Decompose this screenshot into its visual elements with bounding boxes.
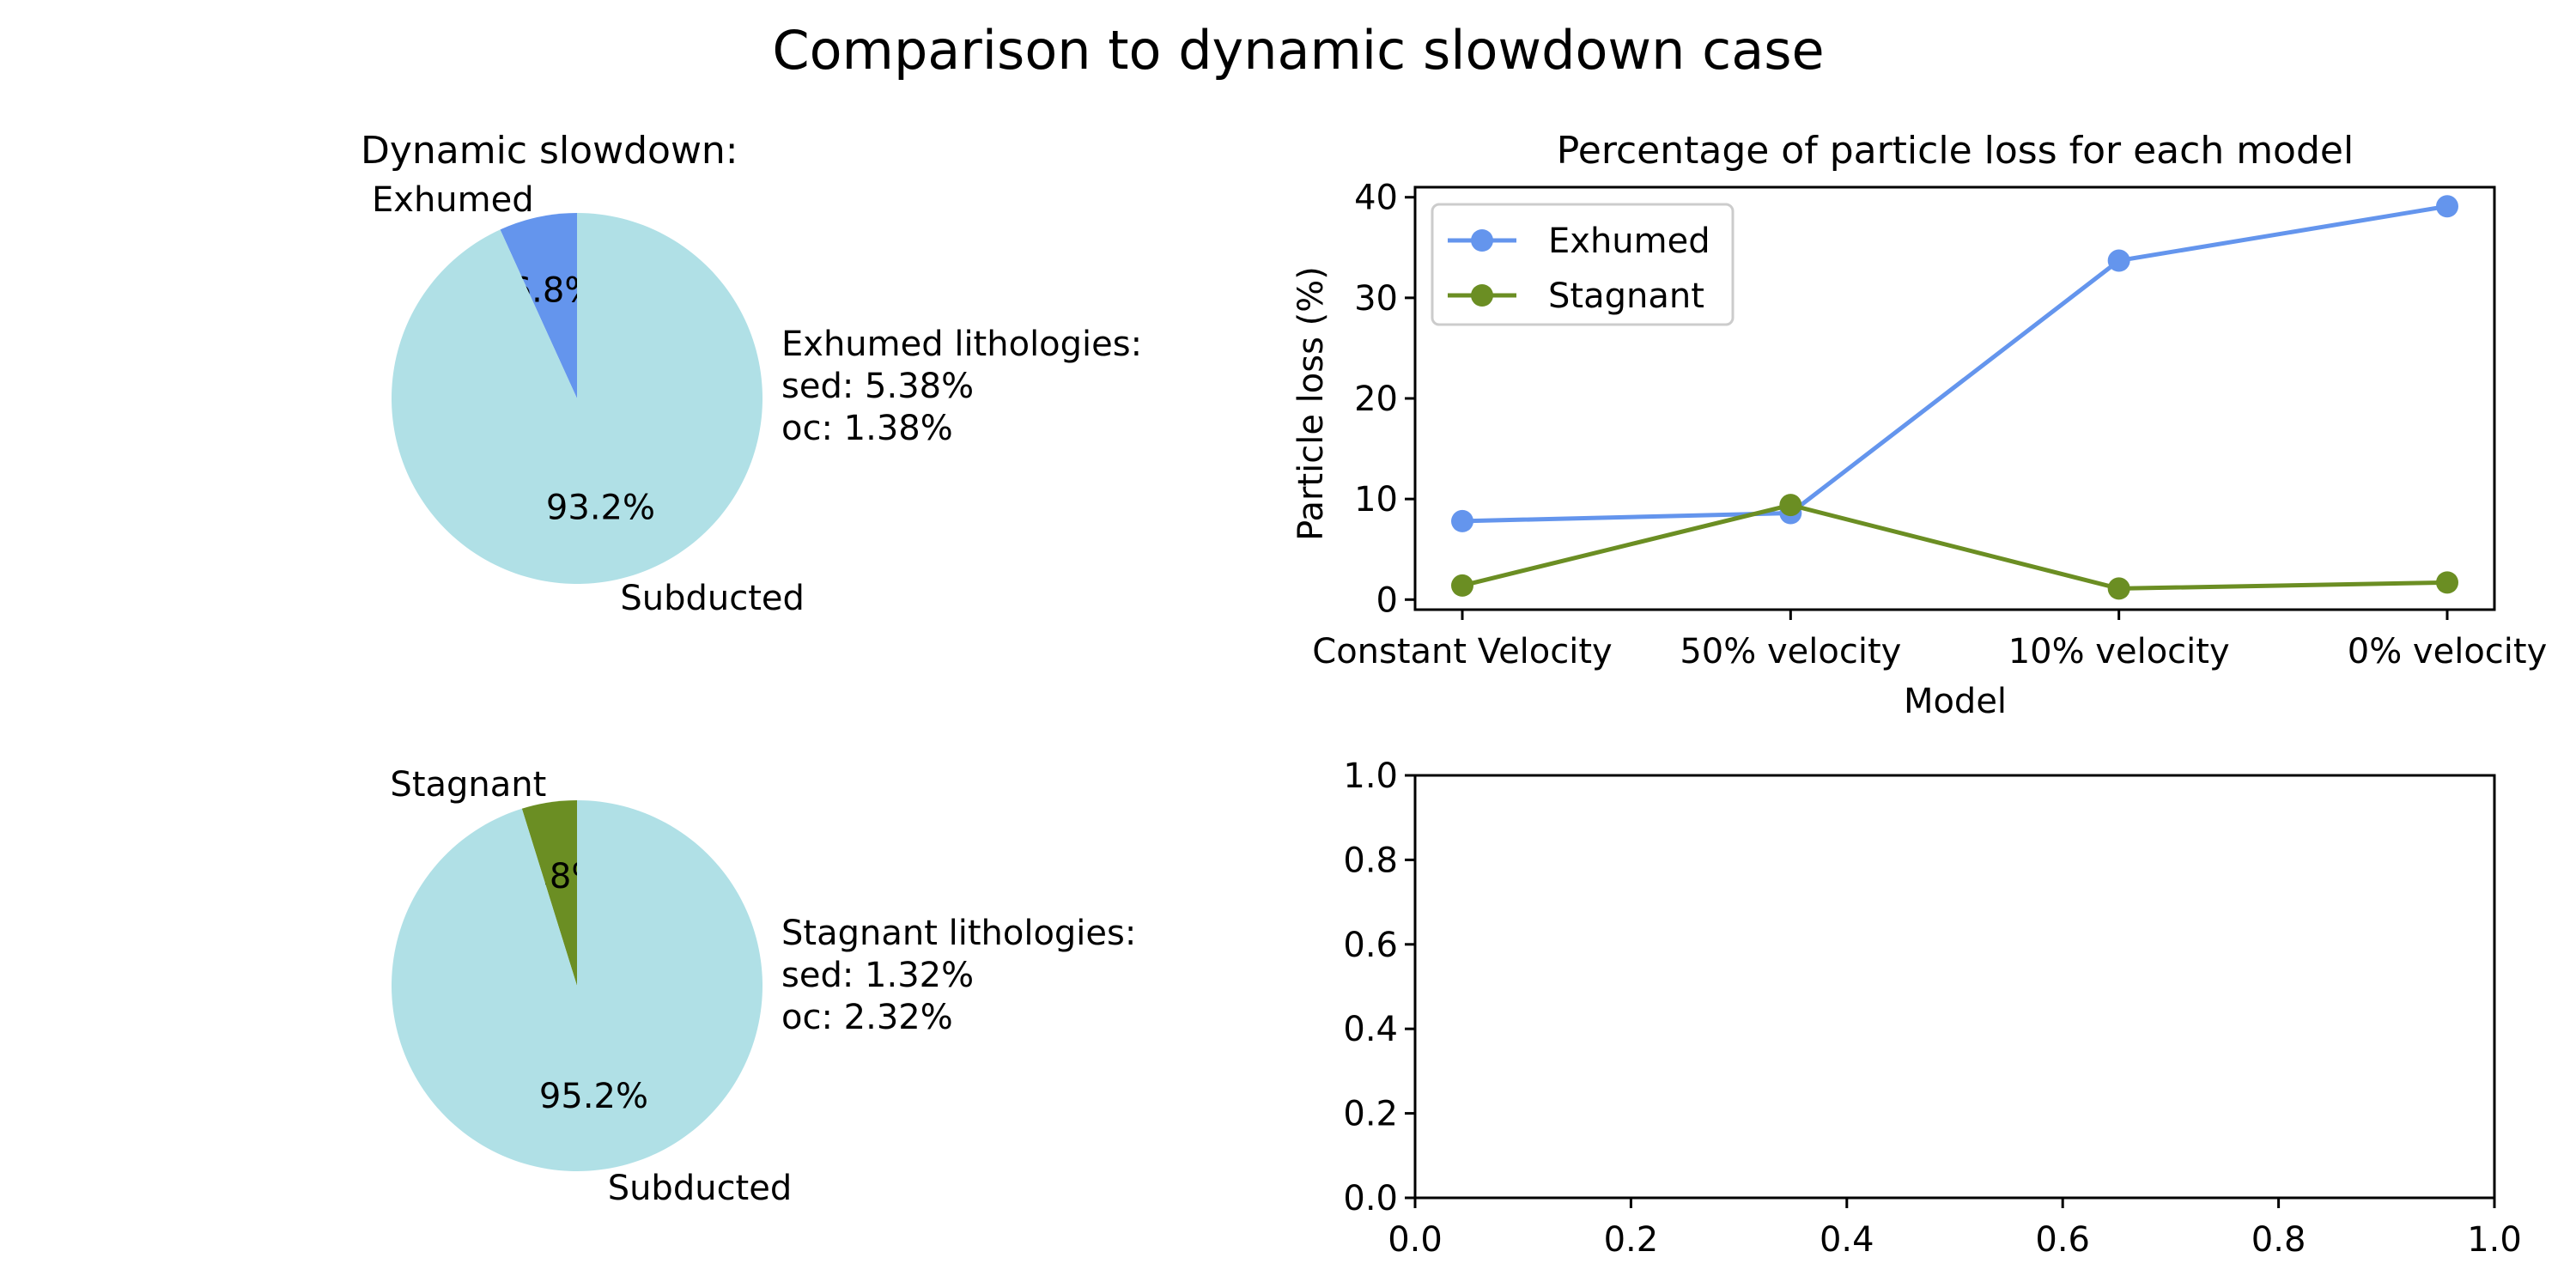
empty-axes-chart: 0.0 0.2 0.4 0.6 0.8 1.0 0.0 0.2 0.4 0.6 0.8 1.0 [1343, 756, 2521, 1260]
x-tick-label: 0% velocity [2348, 632, 2548, 671]
pie-slice-stagnant [521, 800, 577, 986]
pie-slice-label-stagnant: Stagnant [390, 765, 546, 805]
pie-bottom-annotation-line-3: oc: 2.32% [781, 998, 953, 1037]
empty-axes-frame [1413, 774, 2496, 1200]
data-point-stagnant [1779, 494, 1802, 517]
y-tick-label: 10 [1354, 480, 1398, 519]
data-point-exhumed [1451, 509, 1473, 532]
y-tick-label: 20 [1354, 380, 1398, 419]
pie-slice-label-subducted: Subducted [608, 1169, 793, 1208]
pie-pct-label-subducted: 93.2% [546, 489, 655, 528]
x-tick-label: 50% velocity [1680, 632, 1901, 671]
y-tick-label: 0.8 [1343, 841, 1398, 880]
y-tick-label: 1.0 [1343, 756, 1398, 796]
pie-top-title: Dynamic slowdown: [361, 129, 738, 173]
line-chart-ylabel: Particle loss (%) [1291, 266, 1331, 541]
pie-chart-stagnant: Stagnant lithologies: sed: 1.32% oc: 2.3… [390, 765, 1136, 1208]
legend-swatch-marker-exhumed [1471, 229, 1493, 252]
x-tick-label: 10% velocity [2008, 632, 2230, 671]
pie-slice-exhumed [500, 213, 577, 398]
x-tick-label: 0.2 [1604, 1220, 1659, 1260]
pie-pct-label-subducted: 95.2% [539, 1077, 648, 1116]
data-point-stagnant [2107, 577, 2130, 600]
figure-title: Comparison to dynamic slowdown case [772, 19, 1824, 82]
x-tick-label: 0.4 [1820, 1220, 1874, 1260]
y-tick-label: 40 [1354, 179, 1398, 218]
line-chart-xlabel: Model [1904, 682, 2007, 721]
pie-bottom-annotation-line-2: sed: 1.32% [781, 956, 974, 995]
pie-slice-subducted [392, 213, 762, 584]
x-tick-label: Constant Velocity [1312, 632, 1612, 671]
line-chart-particle-loss: Percentage of particle loss for each mod… [1291, 129, 2547, 721]
legend-entry-exhumed: Exhumed [1548, 222, 1710, 261]
y-tick-label: 0.6 [1343, 926, 1398, 965]
pie-slice-label-exhumed: Exhumed [372, 180, 534, 220]
pie-top-annotation-line-1: Exhumed lithologies: [781, 325, 1142, 364]
x-tick-label: 0.6 [2035, 1220, 2090, 1260]
line-chart-title: Percentage of particle loss for each mod… [1557, 129, 2354, 173]
y-tick-label: 0 [1376, 580, 1398, 620]
x-tick-label: 0.8 [2251, 1220, 2306, 1260]
data-point-exhumed [2107, 249, 2130, 272]
y-tick-label: 0.4 [1343, 1010, 1398, 1049]
series-line-exhumed [1461, 204, 2448, 524]
y-tick-label: 0.0 [1343, 1179, 1398, 1218]
pie-chart-dynamic-slowdown: Dynamic slowdown: Exhumed lithologies: s… [361, 129, 1142, 618]
x-tick-label: 0.0 [1388, 1220, 1443, 1260]
data-point-exhumed [2436, 195, 2458, 218]
legend-entry-stagnant: Stagnant [1548, 276, 1704, 316]
pie-slice-subducted [392, 800, 763, 1172]
legend-swatch-marker-stagnant [1471, 284, 1493, 307]
pie-slice-label-subducted: Subducted [620, 579, 805, 618]
y-tick-label: 0.2 [1343, 1095, 1398, 1134]
data-point-stagnant [1451, 574, 1473, 597]
data-point-stagnant [2436, 571, 2458, 594]
pie-top-annotation-line-2: sed: 5.38% [781, 367, 974, 406]
pie-top-annotation-line-3: oc: 1.38% [781, 409, 953, 448]
x-tick-label: 1.0 [2467, 1220, 2522, 1260]
y-tick-label: 30 [1354, 279, 1398, 319]
pie-bottom-annotation-line-1: Stagnant lithologies: [781, 914, 1136, 953]
series-line-stagnant [1461, 502, 2448, 591]
